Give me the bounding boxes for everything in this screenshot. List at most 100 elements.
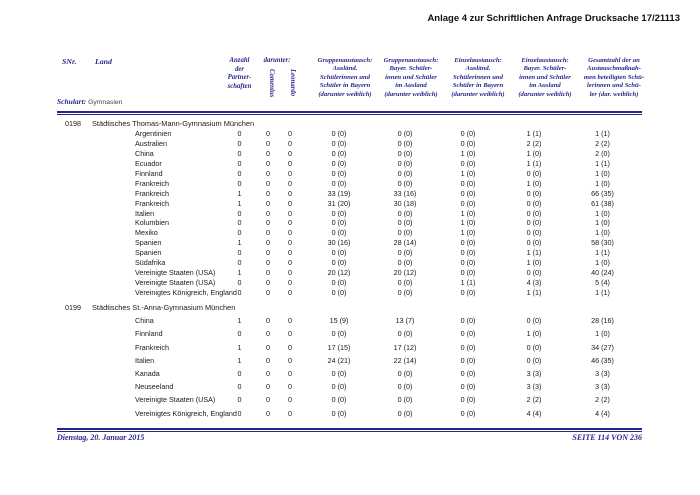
cell-leonardo: 0	[288, 248, 292, 258]
cell-leonardo: 0	[288, 258, 292, 268]
cell-einzelaustausch-bayern: 0 (0)	[460, 342, 476, 352]
cell-einzelaustausch-ausland: 0 (0)	[526, 267, 542, 277]
cell-gruppenaustausch-ausland: 0 (0)	[397, 248, 413, 258]
cell-einzelaustausch-ausland: 0 (0)	[526, 355, 542, 365]
cell-leonardo: 0	[288, 178, 292, 188]
cell-gruppenaustausch-ausland: 33 (16)	[393, 188, 417, 198]
col-header-land: Land	[95, 57, 112, 66]
cell-partnerschaften: 0	[237, 395, 242, 405]
school-header-row: 0199 Städtisches St.-Anna-Gymnasium Münc…	[57, 301, 642, 314]
cell-land: China	[135, 316, 154, 326]
cell-leonardo: 0	[288, 408, 292, 418]
cell-gesamt: 58 (30)	[591, 238, 614, 248]
cell-partnerschaften: 0	[237, 277, 242, 287]
cell-comenius: 0	[266, 169, 270, 178]
cell-land: Spanien	[135, 238, 162, 248]
table-row: Vereinigtes Königreich, England 0 0 0 0 …	[57, 406, 642, 419]
cell-gruppenaustausch-bayern: 0 (0)	[331, 169, 347, 178]
cell-comenius: 0	[266, 267, 270, 277]
cell-einzelaustausch-ausland: 3 (3)	[526, 368, 542, 378]
cell-land: Vereinigtes Königreich, England	[135, 287, 237, 297]
cell-gruppenaustausch-ausland: 0 (0)	[397, 129, 413, 139]
col-header-einzelaustausch-ausland: Einzelaustausch: Bayer. Schüler- innen u…	[518, 57, 572, 98]
cell-gruppenaustausch-ausland: 0 (0)	[397, 218, 413, 228]
cell-land: Spanien	[135, 248, 162, 258]
cell-gesamt: 34 (27)	[591, 342, 614, 352]
table-row: Mexiko 0 0 0 0 (0) 0 (0) 1 (0) 0 (0) 1 (…	[57, 228, 642, 238]
cell-gruppenaustausch-bayern: 0 (0)	[331, 329, 347, 339]
table-row: Frankreich 0 0 0 0 (0) 0 (0) 0 (0) 1 (0)…	[57, 178, 642, 188]
cell-land: Vereinigte Staaten (USA)	[135, 267, 216, 277]
cell-land: Mexiko	[135, 228, 158, 238]
cell-leonardo: 0	[288, 316, 292, 326]
cell-gesamt: 61 (38)	[591, 198, 614, 208]
cell-land: Finnland	[135, 329, 163, 339]
cell-leonardo: 0	[288, 342, 292, 352]
cell-gesamt: 1 (0)	[595, 329, 610, 339]
cell-gesamt: 1 (0)	[595, 218, 610, 228]
cell-leonardo: 0	[288, 382, 292, 392]
cell-einzelaustausch-bayern: 0 (0)	[460, 178, 476, 188]
cell-partnerschaften: 0	[237, 208, 242, 218]
cell-einzelaustausch-ausland: 1 (1)	[526, 129, 542, 139]
cell-gruppenaustausch-bayern: 0 (0)	[331, 408, 347, 418]
cell-gruppenaustausch-ausland: 0 (0)	[397, 149, 413, 159]
cell-gesamt: 3 (3)	[595, 368, 610, 378]
cell-einzelaustausch-bayern: 0 (0)	[460, 238, 476, 248]
cell-comenius: 0	[266, 188, 270, 198]
cell-comenius: 0	[266, 287, 270, 297]
col-header-comenius: Comenius	[268, 69, 275, 98]
cell-gesamt: 1 (1)	[595, 129, 610, 139]
schulart-line: Schulart: Gymnasien	[57, 97, 122, 106]
cell-gesamt: 1 (1)	[595, 287, 610, 297]
cell-leonardo: 0	[288, 208, 292, 218]
cell-land: Vereinigtes Königreich, England	[135, 408, 237, 418]
col-header-leonardo: Leonardo	[289, 69, 296, 97]
cell-gesamt: 4 (4)	[595, 408, 610, 418]
cell-land: Frankreich	[135, 178, 169, 188]
cell-gruppenaustausch-ausland: 20 (12)	[393, 267, 417, 277]
cell-gruppenaustausch-ausland: 0 (0)	[397, 368, 413, 378]
cell-einzelaustausch-bayern: 0 (0)	[460, 316, 476, 326]
cell-comenius: 0	[266, 258, 270, 268]
cell-comenius: 0	[266, 368, 270, 378]
col-header-gesamtzahl: Gesamtzahl der an Austauschmaßnah- men b…	[583, 57, 645, 98]
cell-gruppenaustausch-ausland: 0 (0)	[397, 395, 413, 405]
table-row: Frankreich 1 0 0 17 (15) 17 (12) 0 (0) 0…	[57, 341, 642, 354]
cell-gesamt: 1 (0)	[595, 178, 610, 188]
cell-einzelaustausch-bayern: 1 (0)	[460, 149, 476, 159]
cell-einzelaustausch-bayern: 0 (0)	[460, 408, 476, 418]
cell-partnerschaften: 0	[237, 368, 242, 378]
col-header-gruppenaustausch-bayern: Gruppenaustausch: Ausländ. Schülerinnen …	[317, 57, 373, 98]
cell-gruppenaustausch-bayern: 0 (0)	[331, 218, 347, 228]
cell-comenius: 0	[266, 355, 270, 365]
school-name: Städtisches Thomas-Mann-Gymnasium Münche…	[92, 118, 255, 128]
cell-einzelaustausch-ausland: 0 (0)	[526, 342, 542, 352]
cell-land: Italien	[135, 208, 155, 218]
table-row: Finnland 0 0 0 0 (0) 0 (0) 1 (0) 0 (0) 1…	[57, 169, 642, 179]
table-row: Australien 0 0 0 0 (0) 0 (0) 0 (0) 2 (2)…	[57, 139, 642, 149]
cell-einzelaustausch-ausland: 1 (0)	[526, 178, 542, 188]
col-header-einzelaustausch-bayern: Einzelaustausch: Ausländ. Schülerinnen u…	[451, 57, 505, 98]
cell-einzelaustausch-ausland: 0 (0)	[526, 169, 542, 178]
cell-gruppenaustausch-bayern: 0 (0)	[331, 159, 347, 169]
cell-land: Ecuador	[135, 159, 162, 169]
cell-gruppenaustausch-bayern: 33 (19)	[327, 188, 351, 198]
cell-leonardo: 0	[288, 277, 292, 287]
cell-partnerschaften: 1	[237, 316, 242, 326]
cell-partnerschaften: 0	[237, 329, 242, 339]
cell-land: Vereinigte Staaten (USA)	[135, 277, 216, 287]
page-footer: Dienstag, 20. Januar 2015 SEITE 114 VON …	[57, 433, 642, 442]
cell-einzelaustausch-bayern: 1 (0)	[460, 169, 476, 178]
cell-land: Italien	[135, 355, 155, 365]
school-rows: Argentinien 0 0 0 0 (0) 0 (0) 0 (0) 1 (1…	[57, 129, 642, 297]
cell-gruppenaustausch-ausland: 0 (0)	[397, 382, 413, 392]
cell-gruppenaustausch-bayern: 15 (9)	[329, 316, 349, 326]
footer-date: Dienstag, 20. Januar 2015	[57, 432, 145, 442]
table-row: Italien 1 0 0 24 (21) 22 (14) 0 (0) 0 (0…	[57, 354, 642, 367]
cell-partnerschaften: 0	[237, 218, 242, 228]
cell-gruppenaustausch-ausland: 22 (14)	[393, 355, 417, 365]
cell-gruppenaustausch-bayern: 0 (0)	[331, 395, 347, 405]
cell-leonardo: 0	[288, 188, 292, 198]
cell-einzelaustausch-ausland: 1 (1)	[526, 248, 542, 258]
